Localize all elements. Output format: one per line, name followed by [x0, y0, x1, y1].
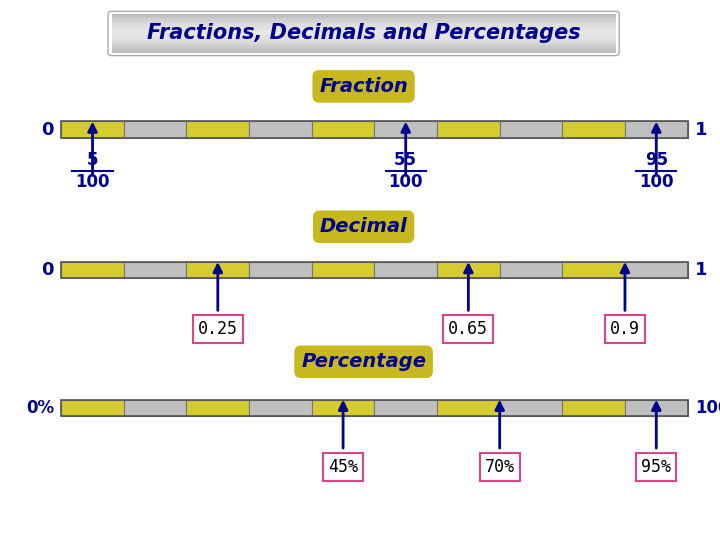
Text: Fractions, Decimals and Percentages: Fractions, Decimals and Percentages: [147, 23, 580, 44]
Text: 0.65: 0.65: [449, 320, 488, 339]
Bar: [500, 262, 562, 278]
Text: Decimal: Decimal: [320, 217, 408, 237]
Bar: [112, 39, 616, 40]
Bar: [312, 122, 374, 138]
Bar: [312, 400, 374, 416]
Text: 70%: 70%: [485, 458, 515, 476]
Bar: [249, 262, 312, 278]
Bar: [437, 400, 500, 416]
Bar: [112, 15, 616, 17]
Bar: [562, 400, 625, 416]
Bar: [437, 262, 500, 278]
Bar: [112, 43, 616, 44]
Bar: [112, 23, 616, 24]
Text: 5: 5: [87, 151, 98, 169]
Text: 95: 95: [644, 151, 668, 169]
Bar: [374, 400, 437, 416]
Text: 100%: 100%: [695, 399, 720, 417]
Bar: [112, 44, 616, 45]
Text: Fraction: Fraction: [319, 77, 408, 96]
Bar: [124, 262, 186, 278]
Bar: [112, 33, 616, 35]
Bar: [112, 40, 616, 41]
Bar: [562, 262, 625, 278]
Text: 55: 55: [395, 151, 417, 169]
Bar: [112, 21, 616, 22]
Text: 0: 0: [42, 120, 54, 139]
Bar: [112, 27, 616, 28]
Bar: [625, 400, 688, 416]
Bar: [112, 24, 616, 26]
Text: 0.9: 0.9: [610, 320, 640, 339]
Bar: [112, 46, 616, 48]
Bar: [625, 262, 688, 278]
Bar: [61, 122, 688, 138]
Bar: [112, 14, 616, 15]
Bar: [124, 400, 186, 416]
Text: 0%: 0%: [26, 399, 54, 417]
Bar: [249, 122, 312, 138]
Bar: [625, 122, 688, 138]
Text: 100: 100: [389, 173, 423, 191]
Bar: [112, 52, 616, 53]
Bar: [112, 31, 616, 32]
Bar: [112, 50, 616, 52]
Text: 1: 1: [695, 261, 707, 279]
Bar: [112, 19, 616, 21]
Bar: [186, 122, 249, 138]
Bar: [500, 122, 562, 138]
Bar: [112, 36, 616, 37]
Bar: [112, 35, 616, 36]
Text: 100: 100: [76, 173, 109, 191]
Bar: [61, 262, 124, 278]
Bar: [112, 37, 616, 39]
Bar: [112, 26, 616, 27]
Text: 0: 0: [42, 261, 54, 279]
Bar: [61, 122, 124, 138]
Bar: [186, 400, 249, 416]
Bar: [112, 22, 616, 23]
Bar: [61, 400, 124, 416]
Bar: [112, 45, 616, 46]
Bar: [61, 262, 688, 278]
Bar: [562, 122, 625, 138]
Text: 100: 100: [639, 173, 673, 191]
Bar: [61, 400, 688, 416]
Bar: [112, 18, 616, 19]
Bar: [186, 262, 249, 278]
Text: 0.25: 0.25: [198, 320, 238, 339]
Bar: [437, 122, 500, 138]
Text: 45%: 45%: [328, 458, 358, 476]
Bar: [124, 122, 186, 138]
Bar: [112, 41, 616, 43]
Bar: [112, 32, 616, 33]
Text: Percentage: Percentage: [301, 352, 426, 372]
Bar: [112, 17, 616, 18]
Bar: [112, 48, 616, 49]
Bar: [500, 400, 562, 416]
Bar: [374, 262, 437, 278]
Bar: [312, 262, 374, 278]
Bar: [112, 28, 616, 30]
Text: 95%: 95%: [642, 458, 671, 476]
Text: 1: 1: [695, 120, 707, 139]
Bar: [112, 49, 616, 50]
Bar: [112, 30, 616, 31]
Bar: [249, 400, 312, 416]
Bar: [374, 122, 437, 138]
